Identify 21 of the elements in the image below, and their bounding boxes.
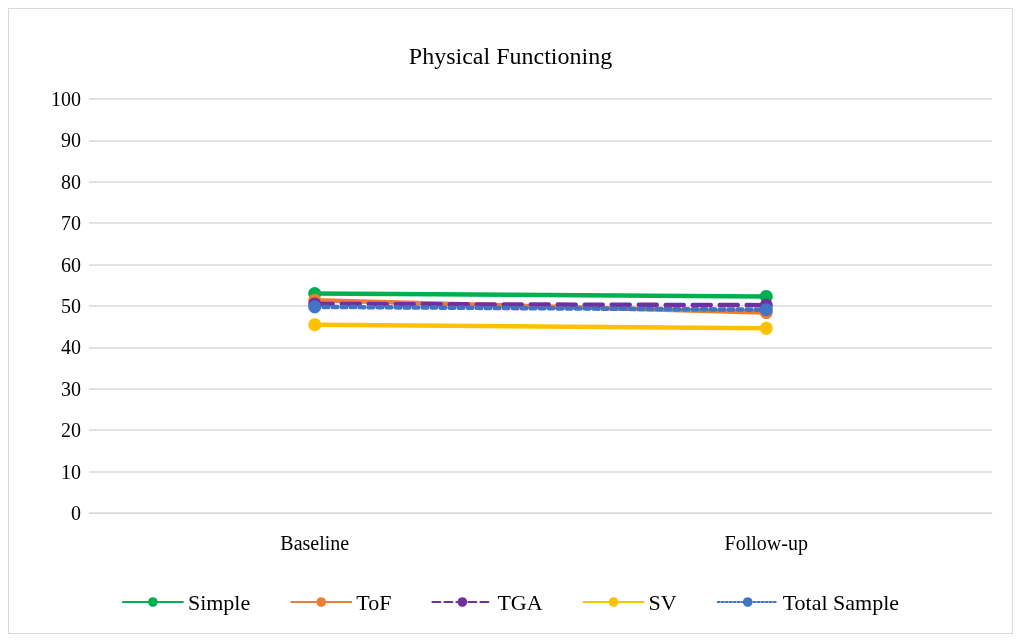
y-tick-label: 0 bbox=[71, 502, 81, 524]
legend-label: Simple bbox=[187, 589, 251, 615]
legend-label: Total Sample bbox=[782, 589, 900, 615]
y-tick-label: 40 bbox=[61, 336, 81, 359]
legend-label: SV bbox=[648, 589, 677, 615]
y-tick-label: 50 bbox=[61, 295, 81, 317]
point bbox=[308, 318, 322, 332]
y-tick-label: 30 bbox=[61, 377, 81, 400]
x-tick-label: Baseline bbox=[280, 532, 350, 554]
y-tick-label: 60 bbox=[61, 253, 81, 276]
y-tick-label: 20 bbox=[61, 419, 81, 442]
legend-label: TGA bbox=[497, 589, 543, 615]
y-tick-label: 80 bbox=[61, 170, 81, 193]
x-tick-label: Follow-up bbox=[724, 532, 808, 555]
y-tick-label: 70 bbox=[61, 212, 81, 235]
y-tick-label: 10 bbox=[61, 460, 81, 483]
y-tick-label: 100 bbox=[51, 88, 81, 110]
chart-title: Physical Functioning bbox=[408, 43, 613, 69]
y-tick-label: 90 bbox=[61, 129, 81, 152]
point bbox=[759, 321, 773, 335]
legend-label: ToF bbox=[356, 589, 392, 615]
